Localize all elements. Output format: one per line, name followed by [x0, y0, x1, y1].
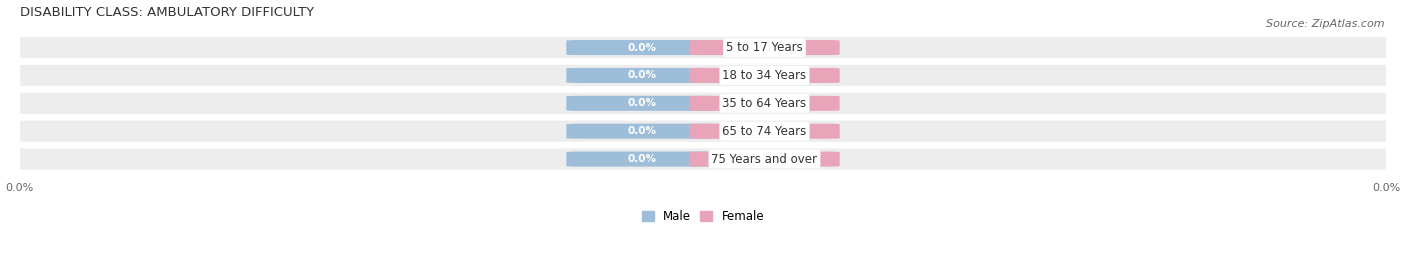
FancyBboxPatch shape — [567, 40, 717, 55]
Text: 18 to 34 Years: 18 to 34 Years — [723, 69, 807, 82]
Text: 5 to 17 Years: 5 to 17 Years — [725, 41, 803, 54]
Legend: Male, Female: Male, Female — [637, 205, 769, 227]
Text: 0.0%: 0.0% — [627, 43, 657, 52]
Text: 0.0%: 0.0% — [749, 98, 779, 108]
Text: 0.0%: 0.0% — [627, 70, 657, 80]
FancyBboxPatch shape — [3, 148, 1403, 170]
Text: Source: ZipAtlas.com: Source: ZipAtlas.com — [1267, 19, 1385, 29]
FancyBboxPatch shape — [689, 40, 839, 55]
FancyBboxPatch shape — [3, 37, 1403, 58]
Text: 75 Years and over: 75 Years and over — [711, 153, 817, 165]
Text: DISABILITY CLASS: AMBULATORY DIFFICULTY: DISABILITY CLASS: AMBULATORY DIFFICULTY — [20, 6, 314, 19]
Text: 0.0%: 0.0% — [749, 70, 779, 80]
FancyBboxPatch shape — [689, 124, 839, 139]
Text: 35 to 64 Years: 35 to 64 Years — [723, 97, 807, 110]
FancyBboxPatch shape — [689, 68, 839, 83]
FancyBboxPatch shape — [567, 124, 717, 139]
Text: 0.0%: 0.0% — [749, 126, 779, 136]
FancyBboxPatch shape — [689, 151, 839, 167]
Text: 0.0%: 0.0% — [749, 154, 779, 164]
FancyBboxPatch shape — [567, 151, 717, 167]
FancyBboxPatch shape — [567, 68, 717, 83]
Text: 0.0%: 0.0% — [627, 98, 657, 108]
FancyBboxPatch shape — [3, 121, 1403, 142]
FancyBboxPatch shape — [689, 96, 839, 111]
Text: 0.0%: 0.0% — [627, 154, 657, 164]
Text: 0.0%: 0.0% — [749, 43, 779, 52]
Text: 65 to 74 Years: 65 to 74 Years — [723, 125, 807, 138]
FancyBboxPatch shape — [3, 93, 1403, 114]
FancyBboxPatch shape — [567, 96, 717, 111]
FancyBboxPatch shape — [3, 65, 1403, 86]
Text: 0.0%: 0.0% — [627, 126, 657, 136]
